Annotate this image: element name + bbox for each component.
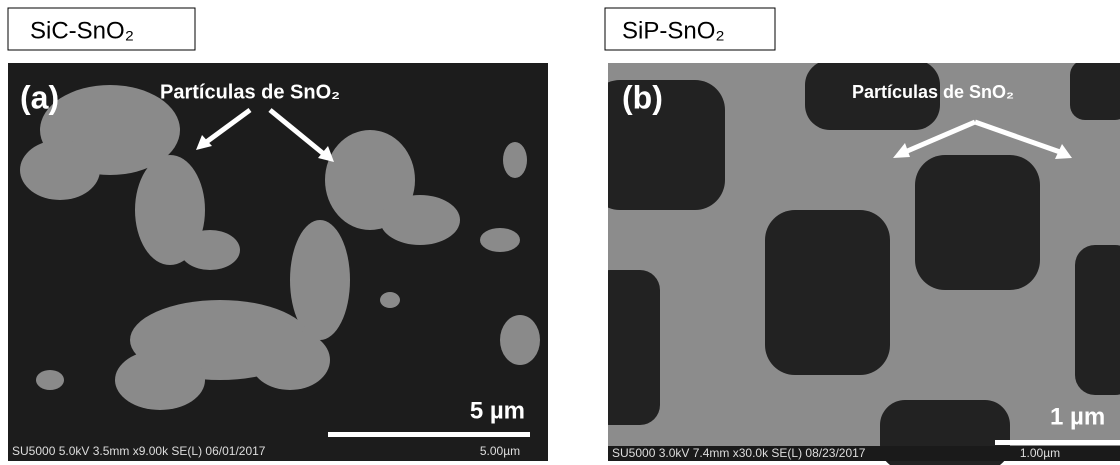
annotation: Partículas de SnO₂ [160,81,340,103]
scale-bar [328,432,530,437]
panel-a: (a) Partículas de SnO₂ 5 µm SU5000 5.0kV… [8,8,548,461]
panel-label: SiP-SnO₂ [622,17,725,44]
footer-scale: 1.00µm [1020,446,1060,460]
scale-bar-label: 5 µm [470,397,525,424]
panel-letter: (b) [622,79,663,115]
footer: SU5000 5.0kV 3.5mm x9.00k SE(L) 06/01/20… [12,444,266,458]
panel-b: (b) Partículas de SnO₂ 1 µm SU5000 3.0kV… [590,60,1120,465]
figure: (a) Partículas de SnO₂ 5 µm SU5000 5.0kV… [0,0,1120,465]
panel-letter: (a) [20,79,59,115]
annotation: Partículas de SnO₂ [852,82,1014,102]
scale-bar-label: 1 µm [1050,403,1105,430]
scale-bar [995,440,1120,445]
footer: SU5000 3.0kV 7.4mm x30.0k SE(L) 08/23/20… [612,446,866,460]
footer-scale: 5.00µm [480,444,520,458]
panel-label: SiC-SnO₂ [30,17,134,44]
